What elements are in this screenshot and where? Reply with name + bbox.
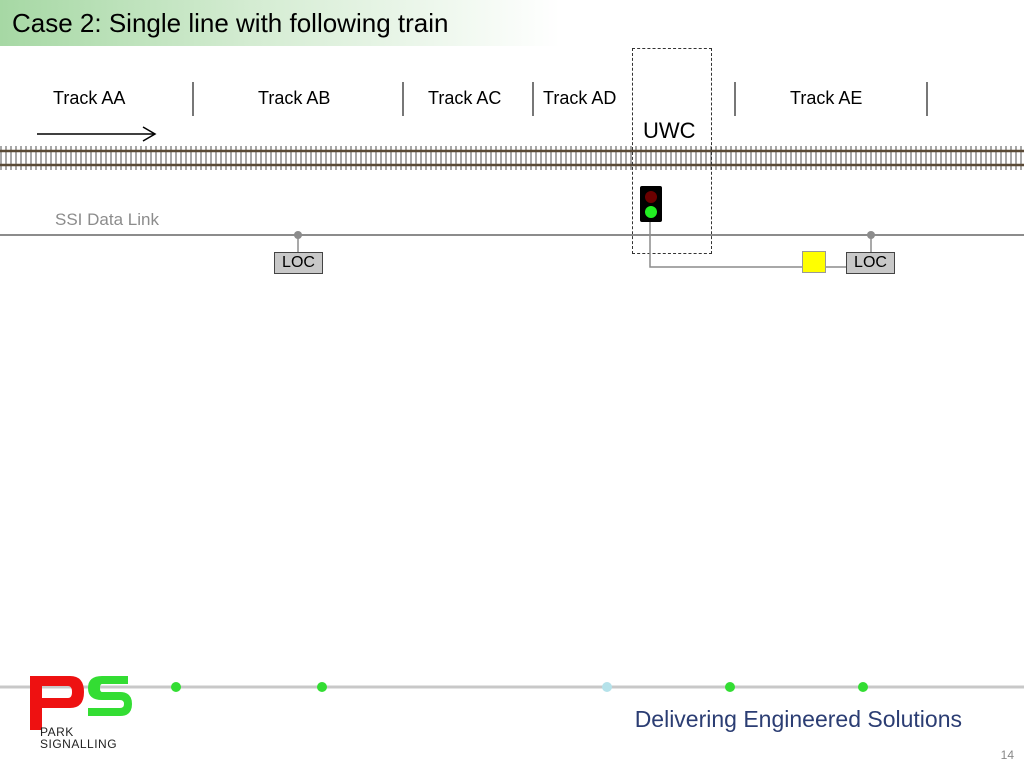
logo-text-park: PARK <box>40 725 74 739</box>
footer-dot <box>858 682 868 692</box>
uwc-label: UWC <box>643 118 696 143</box>
track-separator <box>402 82 404 116</box>
title-bar <box>0 0 560 46</box>
slide-title: Case 2: Single line with following train <box>12 8 449 38</box>
track-separator <box>926 82 928 116</box>
direction-arrow-icon <box>37 126 157 142</box>
signal-icon <box>640 186 662 222</box>
signal-green-lamp <box>645 206 657 218</box>
loc-box-1: LOC <box>274 252 323 274</box>
track-label-ac: Track AC <box>428 88 502 108</box>
footer-dot <box>602 682 612 692</box>
track-separator <box>734 82 736 116</box>
loc-box-2: LOC <box>846 252 895 274</box>
footer-dot <box>317 682 327 692</box>
track-label-ab: Track AB <box>258 88 331 108</box>
railway-track <box>0 146 1024 170</box>
signal-red-lamp <box>645 191 657 203</box>
ssi-data-link-label: SSI Data Link <box>55 210 159 229</box>
track-separator <box>192 82 194 116</box>
tagline: Delivering Engineered Solutions <box>634 706 962 732</box>
footer-dot <box>171 682 181 692</box>
ssi-data-link-line <box>0 222 1024 268</box>
park-signalling-logo <box>30 676 132 730</box>
track-label-ae: Track AE <box>790 88 863 108</box>
track-separator <box>532 82 534 116</box>
track-label-ad: Track AD <box>543 88 617 108</box>
footer-line <box>0 682 1024 692</box>
logo-text-signalling: SIGNALLING <box>40 737 118 751</box>
yellow-indicator-box <box>802 251 826 273</box>
page-number: 14 <box>1000 748 1014 762</box>
uwc-boundary <box>632 48 712 254</box>
track-label-aa: Track AA <box>53 88 126 108</box>
footer-dot <box>725 682 735 692</box>
